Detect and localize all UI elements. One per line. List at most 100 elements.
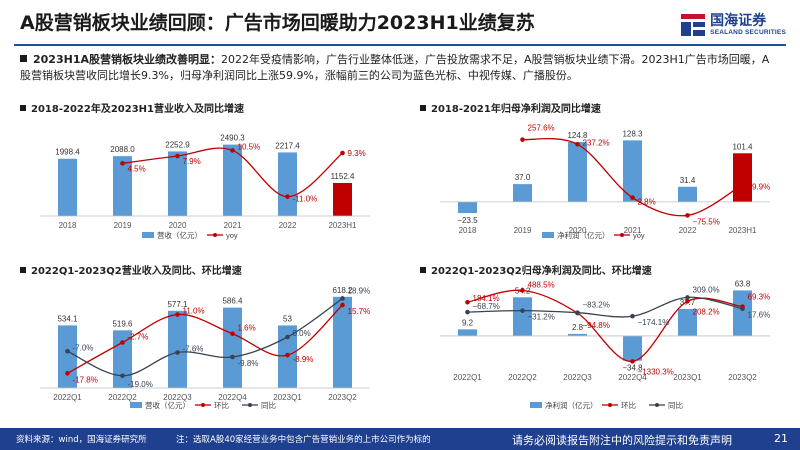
line-value-label: −75.5% (693, 217, 720, 226)
legend-label: 营收（亿元） (145, 400, 190, 410)
bar (223, 144, 242, 216)
legend-label: 环比 (214, 400, 229, 410)
bar (333, 182, 352, 216)
x-tick-label: 2022Q2 (508, 373, 537, 382)
line-value-label: 257.6% (528, 124, 555, 133)
x-tick-label: 2022Q4 (218, 393, 247, 402)
footer-disclaimer: 请务必阅读报告附注中的风险提示和免责声明 (512, 434, 732, 447)
x-tick-label: 2018 (459, 226, 477, 235)
legend-label: 同比 (261, 400, 276, 410)
chart-title-text: 2022Q1-2023Q2归母净利润及同比、环比增速 (431, 266, 652, 277)
legend-label: 营收（亿元） (157, 230, 202, 240)
legend-swatch-bar (542, 232, 554, 238)
line-point (520, 308, 525, 313)
x-tick-label: 2023Q1 (273, 393, 302, 402)
line-value-label: 1.6% (238, 324, 256, 333)
bar-value-label: 577.1 (167, 300, 188, 309)
logo-name-cn: 国海证券 (710, 12, 767, 29)
line-point (175, 312, 180, 317)
series-line-同比 (67, 297, 343, 377)
line-value-label: 18.9% (348, 286, 371, 295)
bar (168, 310, 187, 388)
legend-swatch-dot (608, 403, 612, 407)
bar-value-label: 63.8 (735, 279, 751, 288)
bullet-square-icon (420, 105, 426, 111)
page-number: 21 (774, 432, 788, 445)
bullet-square-icon (420, 267, 426, 273)
chart-profit-quarterly: 9.254.22.8−34.837.763.82022Q12022Q22022Q… (440, 279, 771, 410)
logo-name-en: SEALAND SECURITIES (710, 28, 786, 36)
legend-swatch-bar (142, 232, 154, 238)
x-tick-label: 2022Q3 (563, 373, 592, 382)
line-value-label: 69.3% (748, 293, 771, 302)
line-point (685, 298, 690, 304)
bar (513, 184, 532, 202)
bullet-square-icon (20, 267, 26, 273)
line-point (340, 150, 345, 156)
line-point (685, 213, 690, 218)
bar (733, 153, 752, 202)
x-tick-label: 2019 (114, 221, 132, 230)
line-value-label: 0.0% (293, 329, 311, 338)
line-point (630, 313, 635, 319)
bar-value-label: 2490.3 (220, 134, 245, 143)
x-tick-label: 2023H1 (328, 221, 357, 230)
bar (333, 296, 352, 388)
bar-value-label: 53 (283, 314, 292, 323)
x-tick-label: 2022Q1 (453, 373, 482, 382)
line-value-label: −68.7% (473, 302, 500, 311)
line-value-label: -17.8% (73, 375, 98, 384)
bar-value-label: 37.0 (515, 173, 531, 182)
x-tick-label: 2023Q2 (328, 393, 357, 402)
line-value-label: 237.2% (583, 138, 610, 147)
line-value-label: 59.9% (748, 183, 771, 192)
legend-label: yoy (633, 231, 645, 240)
line-value-label: 208.2% (693, 307, 720, 316)
legend-label: 同比 (668, 400, 683, 410)
bar-value-label: 618.2 (332, 286, 353, 295)
footer-bar: 资料来源：wind，国海证券研究所 注：选取A股40家经营业务中包含广告营销业务… (0, 428, 800, 450)
chart-revenue-annual: 1998.4 2088.0 2252.9 2490.3 2217.4 1152.4 2018… (40, 134, 370, 240)
bar-value-label: 128.3 (622, 129, 643, 138)
line-value-label: -8.9% (293, 355, 314, 364)
line-value-label: −94.8% (583, 321, 610, 330)
bar (623, 140, 642, 202)
bar-value-label: 1152.4 (331, 172, 355, 181)
line-point (340, 296, 345, 301)
x-tick-label: 2018 (59, 221, 77, 230)
line-point (630, 359, 635, 364)
x-tick-label: 2022Q1 (53, 393, 82, 402)
line-value-label: -11.0% (293, 195, 318, 204)
legend-swatch-bar (130, 402, 142, 408)
line-value-label: −174.1% (638, 318, 670, 327)
x-tick-label: 2019 (514, 226, 532, 235)
x-tick-label: 2021 (224, 221, 242, 230)
brand-logo: 国海证券 SEALAND SECURITIES (680, 12, 786, 38)
bar-value-label: 586.4 (222, 297, 243, 306)
legend-swatch-bar (530, 402, 542, 408)
x-tick-label: 2023Q1 (673, 373, 702, 382)
line-point (120, 340, 125, 345)
line-point (285, 352, 290, 358)
line-value-label: 7.9% (183, 157, 201, 166)
bar-value-label: 534.1 (57, 314, 78, 323)
legend-swatch-dot (655, 403, 659, 407)
footer-note: 注：选取A股40家经营业务中包含广告营销业务的上市公司作为标的 (176, 435, 431, 445)
x-tick-label: 2022 (679, 226, 697, 235)
bar (513, 297, 532, 336)
bar-value-label: 1998.4 (55, 148, 80, 157)
legend-swatch-dot (201, 403, 205, 407)
intro-text: 2022年受疫情影响，广告行业整体低迷，广告投放需求不足，A股营销板块业绩下滑。… (20, 53, 770, 82)
line-value-label: -19.0% (128, 380, 153, 389)
bar (623, 335, 642, 361)
line-point (230, 331, 235, 337)
x-tick-label: 2022 (279, 221, 297, 230)
line-value-label: 9.3% (348, 149, 366, 158)
series-line-环比 (67, 304, 343, 374)
line-point (575, 141, 580, 147)
bullet-square-icon (20, 105, 26, 111)
bar (113, 156, 132, 216)
intro-lead: 2023H1A股营销板块业绩改善明显： (33, 53, 221, 66)
chart-title-4: 2022Q1-2023Q2归母净利润及同比、环比增速 (420, 262, 652, 277)
bullet-square-icon (20, 55, 27, 62)
